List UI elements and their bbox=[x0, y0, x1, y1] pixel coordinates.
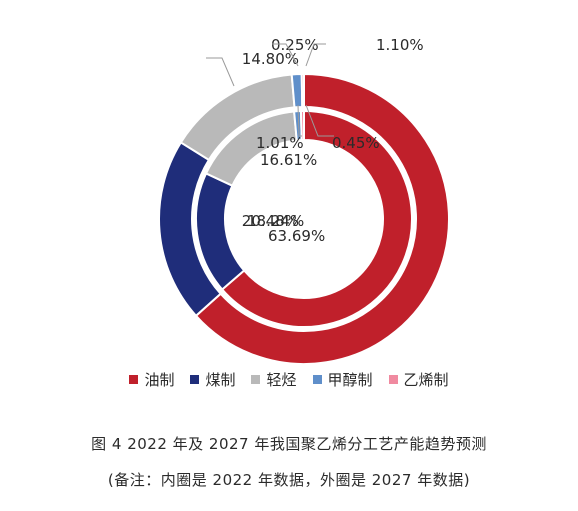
legend-label-light-hydrocarbon: 轻烃 bbox=[266, 371, 297, 389]
legend-swatch-light-hydrocarbon bbox=[251, 375, 261, 384]
figure-note: (备注：内圈是 2022 年数据，外圈是 2027 年数据) bbox=[107, 471, 471, 489]
figure-caption: 图 4 2022 年及 2027 年我国聚乙烯分工艺产能趋势预测 bbox=[91, 435, 487, 453]
legend-label-oil: 油制 bbox=[144, 371, 175, 389]
outer-ring-label-light-hydrocarbon: 14.80% bbox=[242, 50, 299, 68]
legend-item-light-hydrocarbon: 轻烃 bbox=[251, 369, 297, 390]
legend-item-oil: 油制 bbox=[129, 369, 174, 390]
outer-ring-slice-oil bbox=[194, 72, 450, 365]
inner-ring-label-coal: 18.24% bbox=[247, 212, 304, 230]
inner-ring-label-ethylene: 0.45% bbox=[332, 134, 380, 152]
legend-label-coal: 煤制 bbox=[205, 371, 236, 389]
outer-ring-label-ethylene: 0.25% bbox=[271, 36, 319, 54]
legend-item-methanol: 甲醇制 bbox=[312, 369, 373, 390]
outer-ring-slice-ethylene bbox=[300, 72, 305, 109]
legend-item-ethylene: 乙烯制 bbox=[388, 369, 449, 390]
outer-leader-ethylene bbox=[272, 43, 299, 67]
legend-label-methanol: 甲醇制 bbox=[327, 371, 373, 389]
outer-ring-slice-methanol bbox=[290, 73, 304, 109]
outer-leader-light-hydrocarbon bbox=[206, 57, 235, 87]
inner-ring-label-methanol: 1.01% bbox=[256, 134, 304, 152]
outer-ring-label-methanol: 1.10% bbox=[376, 36, 424, 54]
outer-leader-methanol bbox=[305, 43, 326, 67]
inner-ring-slice-oil bbox=[220, 109, 413, 328]
legend: 油制 煤制 轻烃 甲醇制 乙烯制 bbox=[0, 369, 578, 390]
inner-ring-label-oil: 63.69% bbox=[268, 227, 325, 245]
inner-ring-label-light-hydrocarbon: 16.61% bbox=[260, 151, 317, 169]
donut-chart: 63.37%20.48%14.80%1.10%0.25%63.69%18.24%… bbox=[158, 36, 450, 365]
legend-swatch-coal bbox=[190, 375, 200, 384]
inner-ring-slice-ethylene bbox=[299, 109, 305, 142]
inner-leader-ethylene bbox=[305, 104, 334, 137]
legend-swatch-methanol bbox=[312, 375, 322, 384]
outer-ring-label-coal: 20.48% bbox=[242, 212, 299, 230]
chart-area: 63.37%20.48%14.80%1.10%0.25%63.69%18.24%… bbox=[58, 10, 550, 408]
legend-swatch-oil bbox=[129, 375, 139, 384]
legend-swatch-ethylene bbox=[388, 375, 398, 384]
legend-label-ethylene: 乙烯制 bbox=[403, 371, 449, 389]
inner-leader-methanol bbox=[297, 104, 302, 137]
legend-item-coal: 煤制 bbox=[190, 369, 235, 390]
